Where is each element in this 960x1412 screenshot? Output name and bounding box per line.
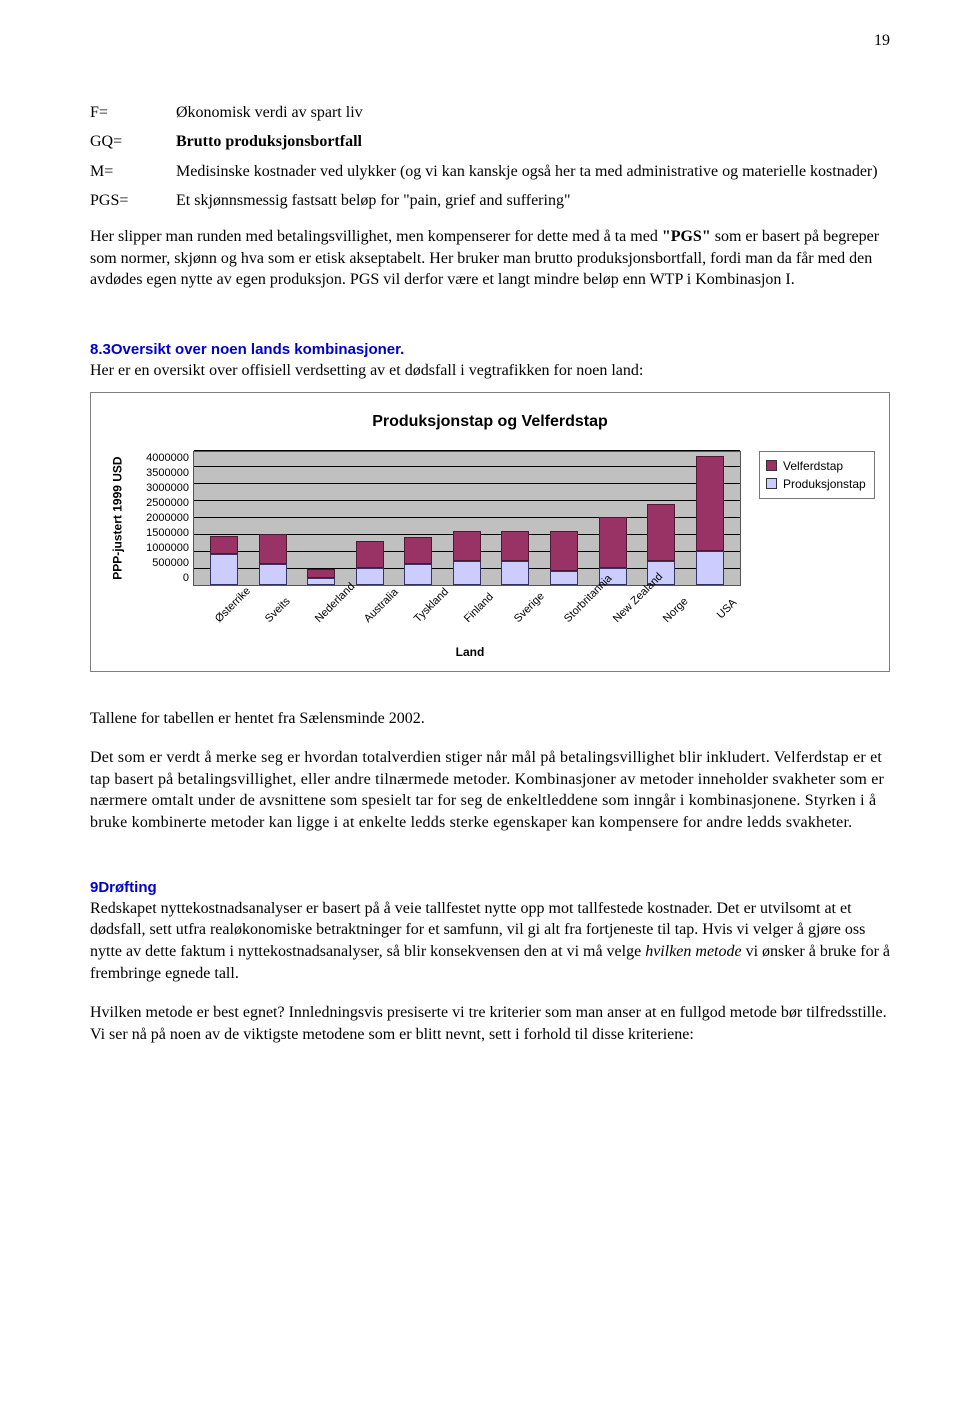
x-tick: USA bbox=[710, 596, 740, 626]
text-italic: hvilken metode bbox=[645, 943, 741, 960]
paragraph-drofting-2: Hvilken metode er best egnet? Innledning… bbox=[90, 1002, 890, 1045]
bar-segment-velferdstap bbox=[307, 569, 335, 577]
x-tick: Sverige bbox=[511, 596, 541, 626]
bar bbox=[501, 531, 529, 585]
x-tick: Sveits bbox=[262, 596, 292, 626]
y-tick: 0 bbox=[131, 571, 189, 586]
paragraph-discussion: Det som er verdt å merke seg er hvordan … bbox=[90, 747, 890, 833]
legend-item: Produksjonstap bbox=[766, 476, 868, 492]
bar-segment-produksjonstap bbox=[259, 564, 287, 584]
bar-segment-produksjonstap bbox=[356, 568, 384, 585]
page-number: 19 bbox=[90, 30, 890, 52]
plot-area bbox=[193, 451, 741, 586]
x-tick: Australia bbox=[362, 596, 392, 626]
bar-segment-velferdstap bbox=[599, 517, 627, 568]
grid-line bbox=[194, 450, 740, 451]
def-key: F= bbox=[90, 102, 176, 132]
definitions-list: F=Økonomisk verdi av spart liv GQ=Brutto… bbox=[90, 102, 878, 220]
text: Her slipper man runden med betalingsvill… bbox=[90, 228, 662, 245]
def-val: Økonomisk verdi av spart liv bbox=[176, 102, 878, 132]
bar-segment-produksjonstap bbox=[501, 561, 529, 585]
def-key: PGS= bbox=[90, 190, 176, 220]
bar bbox=[307, 569, 335, 584]
bar bbox=[550, 531, 578, 585]
bar bbox=[696, 456, 724, 584]
bar-segment-velferdstap bbox=[550, 531, 578, 572]
bar bbox=[259, 534, 287, 585]
legend-item: Velferdstap bbox=[766, 458, 868, 474]
chart-title: Produksjonstap og Velferdstap bbox=[105, 411, 875, 433]
x-ticks: ØsterrikeSveitsNederlandAustraliaTysklan… bbox=[193, 586, 741, 601]
bars-row bbox=[194, 452, 740, 585]
bar-segment-velferdstap bbox=[356, 541, 384, 568]
legend-label: Produksjonstap bbox=[783, 476, 866, 492]
def-val: Brutto produksjonsbortfall bbox=[176, 131, 878, 161]
def-key: GQ= bbox=[90, 131, 176, 161]
x-axis-label: Land bbox=[65, 644, 875, 660]
section-8-3-heading: 8.3Oversikt over noen lands kombinasjone… bbox=[90, 339, 890, 361]
bar-segment-velferdstap bbox=[404, 537, 432, 564]
legend: Velferdstap Produksjonstap bbox=[759, 451, 875, 499]
bar-segment-velferdstap bbox=[259, 534, 287, 564]
legend-label: Velferdstap bbox=[783, 458, 843, 474]
bar bbox=[210, 536, 238, 585]
y-ticks: 4000000 3500000 3000000 2500000 2000000 … bbox=[131, 451, 193, 586]
paragraph-drofting-1: Redskapet nyttekostnadsanalyser er baser… bbox=[90, 898, 890, 984]
bar bbox=[647, 504, 675, 585]
bar-segment-produksjonstap bbox=[550, 571, 578, 585]
bar-segment-velferdstap bbox=[501, 531, 529, 561]
y-tick: 2500000 bbox=[131, 496, 189, 511]
x-tick: Finland bbox=[461, 596, 491, 626]
y-tick: 2000000 bbox=[131, 511, 189, 526]
y-tick: 1000000 bbox=[131, 541, 189, 556]
paragraph-source: Tallene for tabellen er hentet fra Sælen… bbox=[90, 708, 890, 730]
x-tick: Norge bbox=[660, 596, 690, 626]
bar-segment-velferdstap bbox=[453, 531, 481, 561]
x-tick: Østerrike bbox=[212, 596, 242, 626]
bar bbox=[356, 541, 384, 585]
x-tick: Tyskland bbox=[411, 596, 441, 626]
bar-segment-velferdstap bbox=[210, 536, 238, 555]
x-tick: New Zealand bbox=[611, 596, 641, 626]
bar bbox=[453, 531, 481, 585]
bar-segment-velferdstap bbox=[696, 456, 724, 551]
y-tick: 4000000 bbox=[131, 451, 189, 466]
y-tick: 1500000 bbox=[131, 526, 189, 541]
swatch-produksjonstap bbox=[766, 478, 777, 489]
def-val: Medisinske kostnader ved ulykker (og vi … bbox=[176, 161, 878, 191]
def-key: M= bbox=[90, 161, 176, 191]
paragraph-pgs: Her slipper man runden med betalingsvill… bbox=[90, 226, 890, 291]
bar-segment-velferdstap bbox=[647, 504, 675, 561]
chart-container: Produksjonstap og Velferdstap PPP-juster… bbox=[90, 392, 890, 672]
y-axis-label: PPP-justert 1999 USD bbox=[110, 456, 126, 579]
x-tick: Storbritannia bbox=[561, 596, 591, 626]
x-tick: Nederland bbox=[312, 596, 342, 626]
heading-label: 8.3Oversikt over noen lands kombinasjone… bbox=[90, 341, 404, 358]
def-val: Et skjønnsmessig fastsatt beløp for "pai… bbox=[176, 190, 878, 220]
bar-segment-produksjonstap bbox=[696, 551, 724, 585]
bar-segment-produksjonstap bbox=[453, 561, 481, 585]
y-tick: 3000000 bbox=[131, 481, 189, 496]
swatch-velferdstap bbox=[766, 460, 777, 471]
bar-segment-produksjonstap bbox=[210, 554, 238, 584]
y-tick: 3500000 bbox=[131, 466, 189, 481]
y-tick: 500000 bbox=[131, 556, 189, 571]
text-bold: "PGS" bbox=[662, 228, 711, 245]
section-9-heading: 9Drøfting bbox=[90, 878, 890, 898]
bar-segment-produksjonstap bbox=[307, 578, 335, 585]
section-8-3-intro: Her er en oversikt over offisiell verdse… bbox=[90, 360, 890, 382]
bar-segment-produksjonstap bbox=[404, 564, 432, 584]
bar bbox=[404, 537, 432, 584]
